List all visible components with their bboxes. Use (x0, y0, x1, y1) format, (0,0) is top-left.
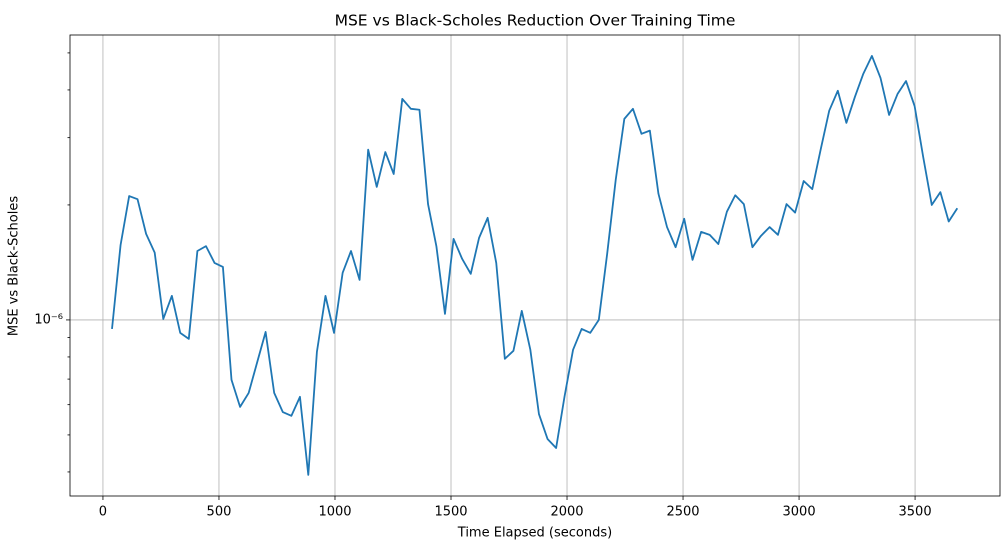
plot-frame (69, 34, 1001, 497)
data-line (111, 55, 959, 476)
x-tick-label: 0 (99, 505, 107, 520)
y-axis-label: MSE vs Black-Scholes (7, 196, 22, 336)
x-tick-label: 1500 (434, 505, 467, 520)
x-tick-label: 3000 (783, 505, 816, 520)
x-tick-label: 2000 (550, 505, 583, 520)
x-axis-label: Time Elapsed (seconds) (457, 526, 612, 541)
x-tick-label: 2500 (666, 505, 699, 520)
x-tick-label: 1000 (318, 505, 351, 520)
x-tick-label: 500 (207, 505, 232, 520)
chart-title: MSE vs Black-Scholes Reduction Over Trai… (335, 12, 736, 30)
y-tick-label: 10⁻⁶ (34, 312, 63, 327)
x-tick-label: 3500 (899, 505, 932, 520)
